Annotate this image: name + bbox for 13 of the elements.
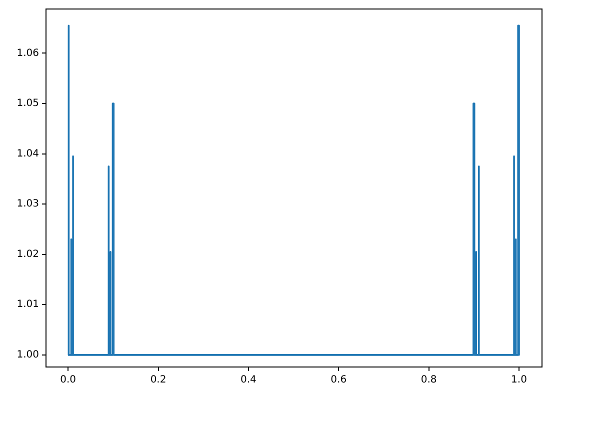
y-tick-label: 1.00 [16, 350, 39, 361]
y-tick-label: 1.01 [16, 299, 39, 310]
y-tick-label: 1.02 [16, 248, 39, 260]
x-tick-label: 1.0 [511, 374, 527, 386]
x-tick-label: 0.6 [330, 374, 347, 386]
x-tick-label: 0.0 [60, 374, 76, 386]
x-tick-label: 0.2 [150, 374, 166, 386]
y-tick-label: 1.03 [16, 198, 39, 210]
y-tick-label: 1.04 [16, 148, 39, 160]
x-tick-label: 0.8 [420, 374, 437, 386]
x-tick-label: 0.4 [240, 374, 256, 386]
y-tick-label: 1.05 [16, 98, 39, 110]
y-tick-label: 1.06 [16, 48, 39, 59]
